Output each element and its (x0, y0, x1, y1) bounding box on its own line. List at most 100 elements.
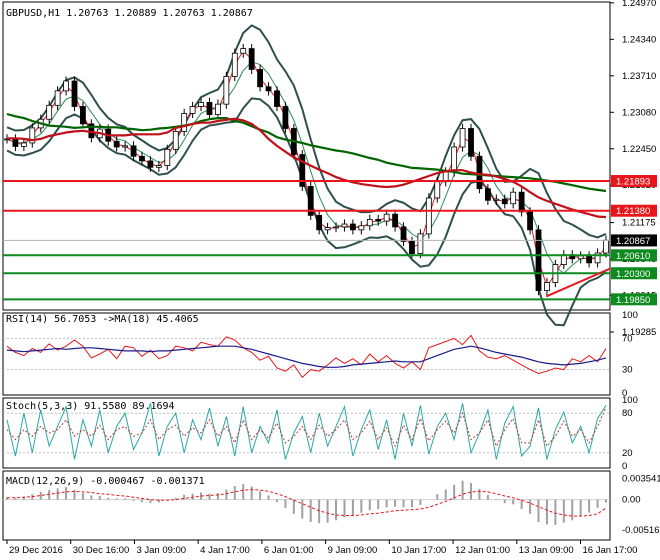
level-tag (611, 267, 657, 280)
candle-body (409, 241, 415, 254)
candle-body (333, 226, 339, 229)
stoch-tick-label: 80 (622, 408, 633, 419)
candle-body (603, 239, 609, 254)
candle-body (223, 75, 230, 105)
stoch-tick-label: 0 (622, 461, 627, 472)
rsi-tick-label: 100 (622, 310, 638, 321)
rsi-title: RSI(14) 56.7053 ->MA(18) 45.4065 (6, 314, 199, 325)
level-tag-label: 1.20300 (616, 269, 650, 280)
main-y-tick-label: 1.24970 (622, 0, 656, 9)
candle-body (535, 229, 542, 292)
level-tag (611, 293, 657, 306)
candle-body (215, 103, 221, 115)
panel-frame-stoch (2, 397, 611, 469)
candle-body (544, 282, 550, 292)
candle-body (518, 191, 525, 213)
x-tick-label: 9 Jan 09:00 (328, 545, 378, 556)
panel-frame-macd (2, 470, 611, 541)
stoch-title: Stoch(5,3,3) 91.5580 89.1694 (6, 401, 175, 412)
candle-body (274, 90, 280, 107)
x-tick-label: 3 Jan 09:00 (136, 545, 186, 556)
macd-tick-label: -0.005167 (622, 525, 660, 536)
bollinger-lower (6, 97, 607, 327)
candle-body (46, 104, 53, 120)
main-y-tick-label: 1.24340 (622, 34, 656, 45)
rsi-ma-line (6, 345, 607, 368)
main-y-tick-label: 1.23710 (622, 71, 656, 82)
candle-body (80, 106, 86, 125)
candle-body (375, 219, 382, 222)
candle-body (501, 198, 508, 205)
level-tag-label: 1.19850 (616, 295, 650, 306)
macd-tick-label: 0.003541 (622, 474, 660, 485)
candle-body (147, 160, 154, 168)
candle-body (172, 130, 179, 150)
candle-body (139, 155, 145, 162)
candle-body (307, 185, 314, 216)
candle-body (324, 227, 331, 231)
candle-body (341, 223, 348, 228)
candle-body (316, 214, 323, 231)
main-y-tick-label: 1.22450 (622, 144, 656, 155)
candle-body (417, 233, 424, 254)
ma-green-line (6, 112, 607, 193)
main-y-tick-label: 1.21175 (622, 218, 656, 229)
candle-body (484, 188, 491, 201)
x-tick-label: 10 Jan 17:00 (391, 545, 446, 556)
candle-body (206, 102, 213, 115)
x-tick-label: 29 Dec 2016 (9, 545, 63, 556)
candle-body (155, 165, 162, 168)
stoch-d-line (6, 407, 607, 448)
level-tag-label: 1.21893 (616, 177, 650, 188)
stoch-k-line (6, 403, 607, 460)
stoch-tick-label: 20 (622, 448, 633, 459)
rsi-tick-label: 30 (622, 365, 633, 376)
candle-body (122, 145, 129, 148)
panel-frame-rsi (2, 312, 611, 396)
candle-body (71, 80, 78, 107)
candle-body (434, 181, 441, 199)
x-tick-label: 16 Jan 17:00 (583, 545, 638, 556)
rsi-line (6, 334, 607, 379)
current-price-tag (611, 234, 657, 247)
candle-body (392, 213, 398, 228)
candle-body (231, 52, 238, 77)
level-tag (611, 249, 657, 262)
macd-tick-label: 0.00 (622, 495, 641, 506)
candle-body (493, 198, 500, 201)
candle-body (383, 213, 390, 222)
level-tag (611, 175, 657, 188)
x-tick-label: 6 Jan 01:00 (264, 545, 314, 556)
candle-body (181, 113, 188, 132)
candle-body (527, 211, 533, 231)
candle-body (586, 255, 593, 264)
rsi-tick-label: 0 (622, 388, 627, 399)
panel-frame-main (2, 1, 611, 311)
main-y-tick-label: 1.23080 (622, 107, 656, 118)
candle-body (468, 128, 474, 157)
candle-body (189, 106, 196, 114)
candle-body (400, 226, 407, 242)
current-price-label: 1.20867 (616, 236, 650, 247)
level-tag-label: 1.20610 (616, 251, 650, 262)
candle-body (577, 255, 584, 260)
macd-signal-line (7, 488, 607, 517)
ma-red-line (7, 117, 607, 219)
candle-body (240, 48, 247, 54)
candle-body (366, 219, 373, 227)
candle-body (299, 154, 306, 187)
candle-body (459, 128, 466, 148)
candle-body (248, 48, 255, 70)
candle-body (198, 102, 204, 107)
level-tag-label: 1.21380 (616, 206, 650, 217)
candle-body (54, 90, 61, 106)
x-tick-label: 4 Jan 17:00 (200, 545, 250, 556)
candle-body (594, 252, 601, 264)
main-y-tick-label: 1.19285 (622, 327, 656, 338)
macd-title: MACD(12,26,9) -0.000467 -0.001371 (6, 476, 205, 487)
level-tag (611, 204, 657, 217)
x-tick-label: 13 Jan 09:00 (519, 545, 574, 556)
candle-body (130, 145, 137, 157)
x-tick-label: 12 Jan 01:00 (455, 545, 510, 556)
